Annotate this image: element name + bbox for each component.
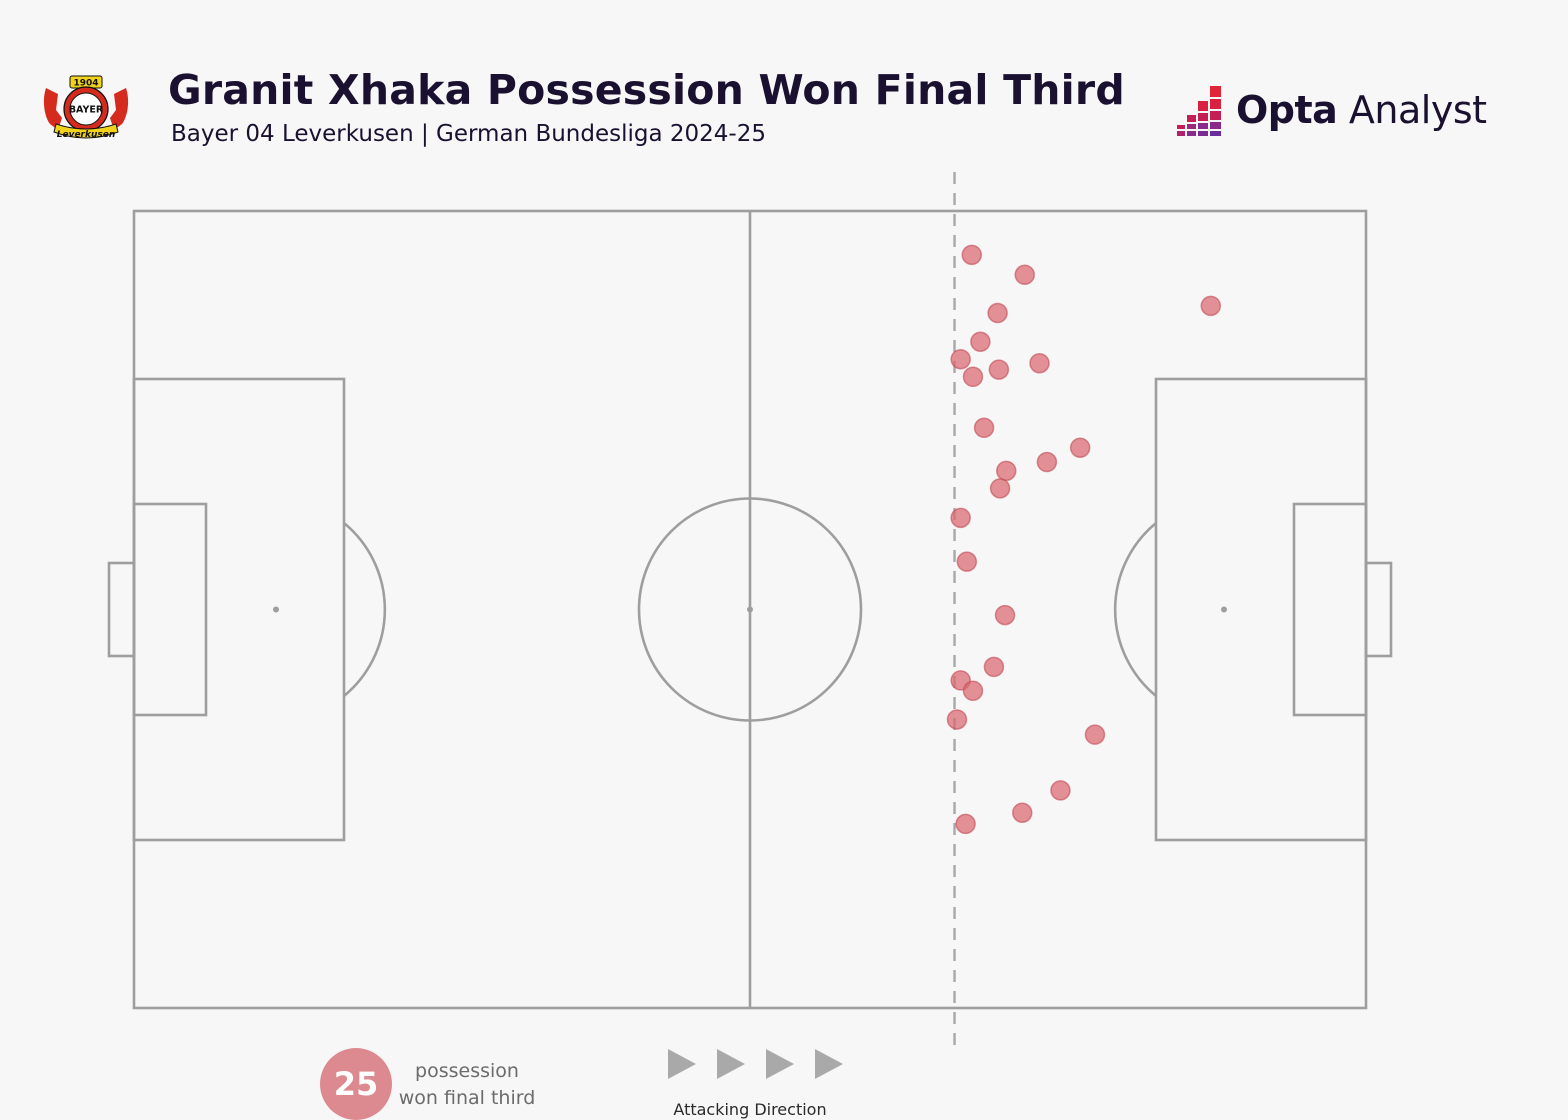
possession-won-marker xyxy=(1050,780,1071,801)
possession-won-marker xyxy=(973,417,995,439)
lion-right-icon xyxy=(110,88,129,130)
right-penalty-arc xyxy=(1113,521,1157,698)
crest-ring-text: BAYER xyxy=(69,105,104,116)
direction-arrow-icon xyxy=(717,1049,745,1079)
possession-won-marker xyxy=(996,460,1017,482)
right-penalty-spot xyxy=(1221,606,1227,613)
right-penalty-area xyxy=(1154,377,1368,842)
legend-count-badge: 25 xyxy=(320,1048,392,1120)
attacking-direction-arrows xyxy=(668,1049,843,1079)
opta-analyst-logo: Opta Analyst xyxy=(1174,84,1487,140)
possession-won-marker xyxy=(955,813,976,835)
attacking-direction-label: Attacking Direction xyxy=(673,1100,827,1119)
left-penalty-spot xyxy=(273,606,279,613)
possession-won-marker xyxy=(1084,724,1106,745)
left-goal xyxy=(107,561,136,658)
possession-won-marker xyxy=(962,366,984,388)
center-circle xyxy=(637,497,863,722)
possession-won-marker xyxy=(988,359,1010,380)
possession-won-marker xyxy=(1014,264,1035,286)
possession-won-marker xyxy=(950,348,971,370)
left-penalty-area xyxy=(132,377,346,842)
chart-title: Granit Xhaka Possession Won Final Third xyxy=(168,66,1125,114)
possession-won-marker xyxy=(1012,802,1033,823)
crest-year: 1904 xyxy=(73,79,98,89)
possession-won-marker xyxy=(950,507,971,529)
possession-won-marker xyxy=(956,551,978,572)
crest-banner: Leverkusen xyxy=(57,130,116,140)
lion-left-icon xyxy=(43,88,62,130)
possession-won-marker xyxy=(1069,437,1091,458)
possession-won-marker xyxy=(994,604,1016,626)
brand-word-analyst: Analyst xyxy=(1348,88,1487,132)
direction-arrow-icon xyxy=(668,1049,696,1079)
possession-won-marker xyxy=(1200,295,1222,317)
legend-label: possession won final third xyxy=(396,1058,538,1112)
possession-won-marker xyxy=(989,478,1011,499)
possession-won-marker xyxy=(987,302,1008,324)
direction-arrow-icon xyxy=(766,1049,794,1079)
possession-won-marker xyxy=(961,244,983,266)
possession-won-marker xyxy=(962,680,984,702)
right-six-yard-box xyxy=(1292,502,1368,717)
possession-won-marker xyxy=(1036,451,1058,473)
possession-won-marker xyxy=(1029,352,1050,374)
left-penalty-arc xyxy=(343,521,387,698)
legend-label-line2: won final third xyxy=(398,1087,536,1109)
left-six-yard-box xyxy=(132,502,208,717)
possession-won-marker xyxy=(946,709,968,730)
right-goal xyxy=(1364,561,1393,658)
possession-won-marker xyxy=(983,656,1005,678)
legend-label-line1: possession xyxy=(415,1060,519,1082)
bayer-leverkusen-crest: 1904 BAYER Leverkusen xyxy=(43,75,129,140)
possession-won-marker xyxy=(970,331,991,352)
brand-word-opta: Opta xyxy=(1236,88,1338,132)
chart-subtitle: Bayer 04 Leverkusen | German Bundesliga … xyxy=(171,121,766,147)
opta-pixel-mark-icon xyxy=(1177,86,1221,136)
direction-arrow-icon xyxy=(815,1049,843,1079)
center-spot xyxy=(747,606,753,613)
